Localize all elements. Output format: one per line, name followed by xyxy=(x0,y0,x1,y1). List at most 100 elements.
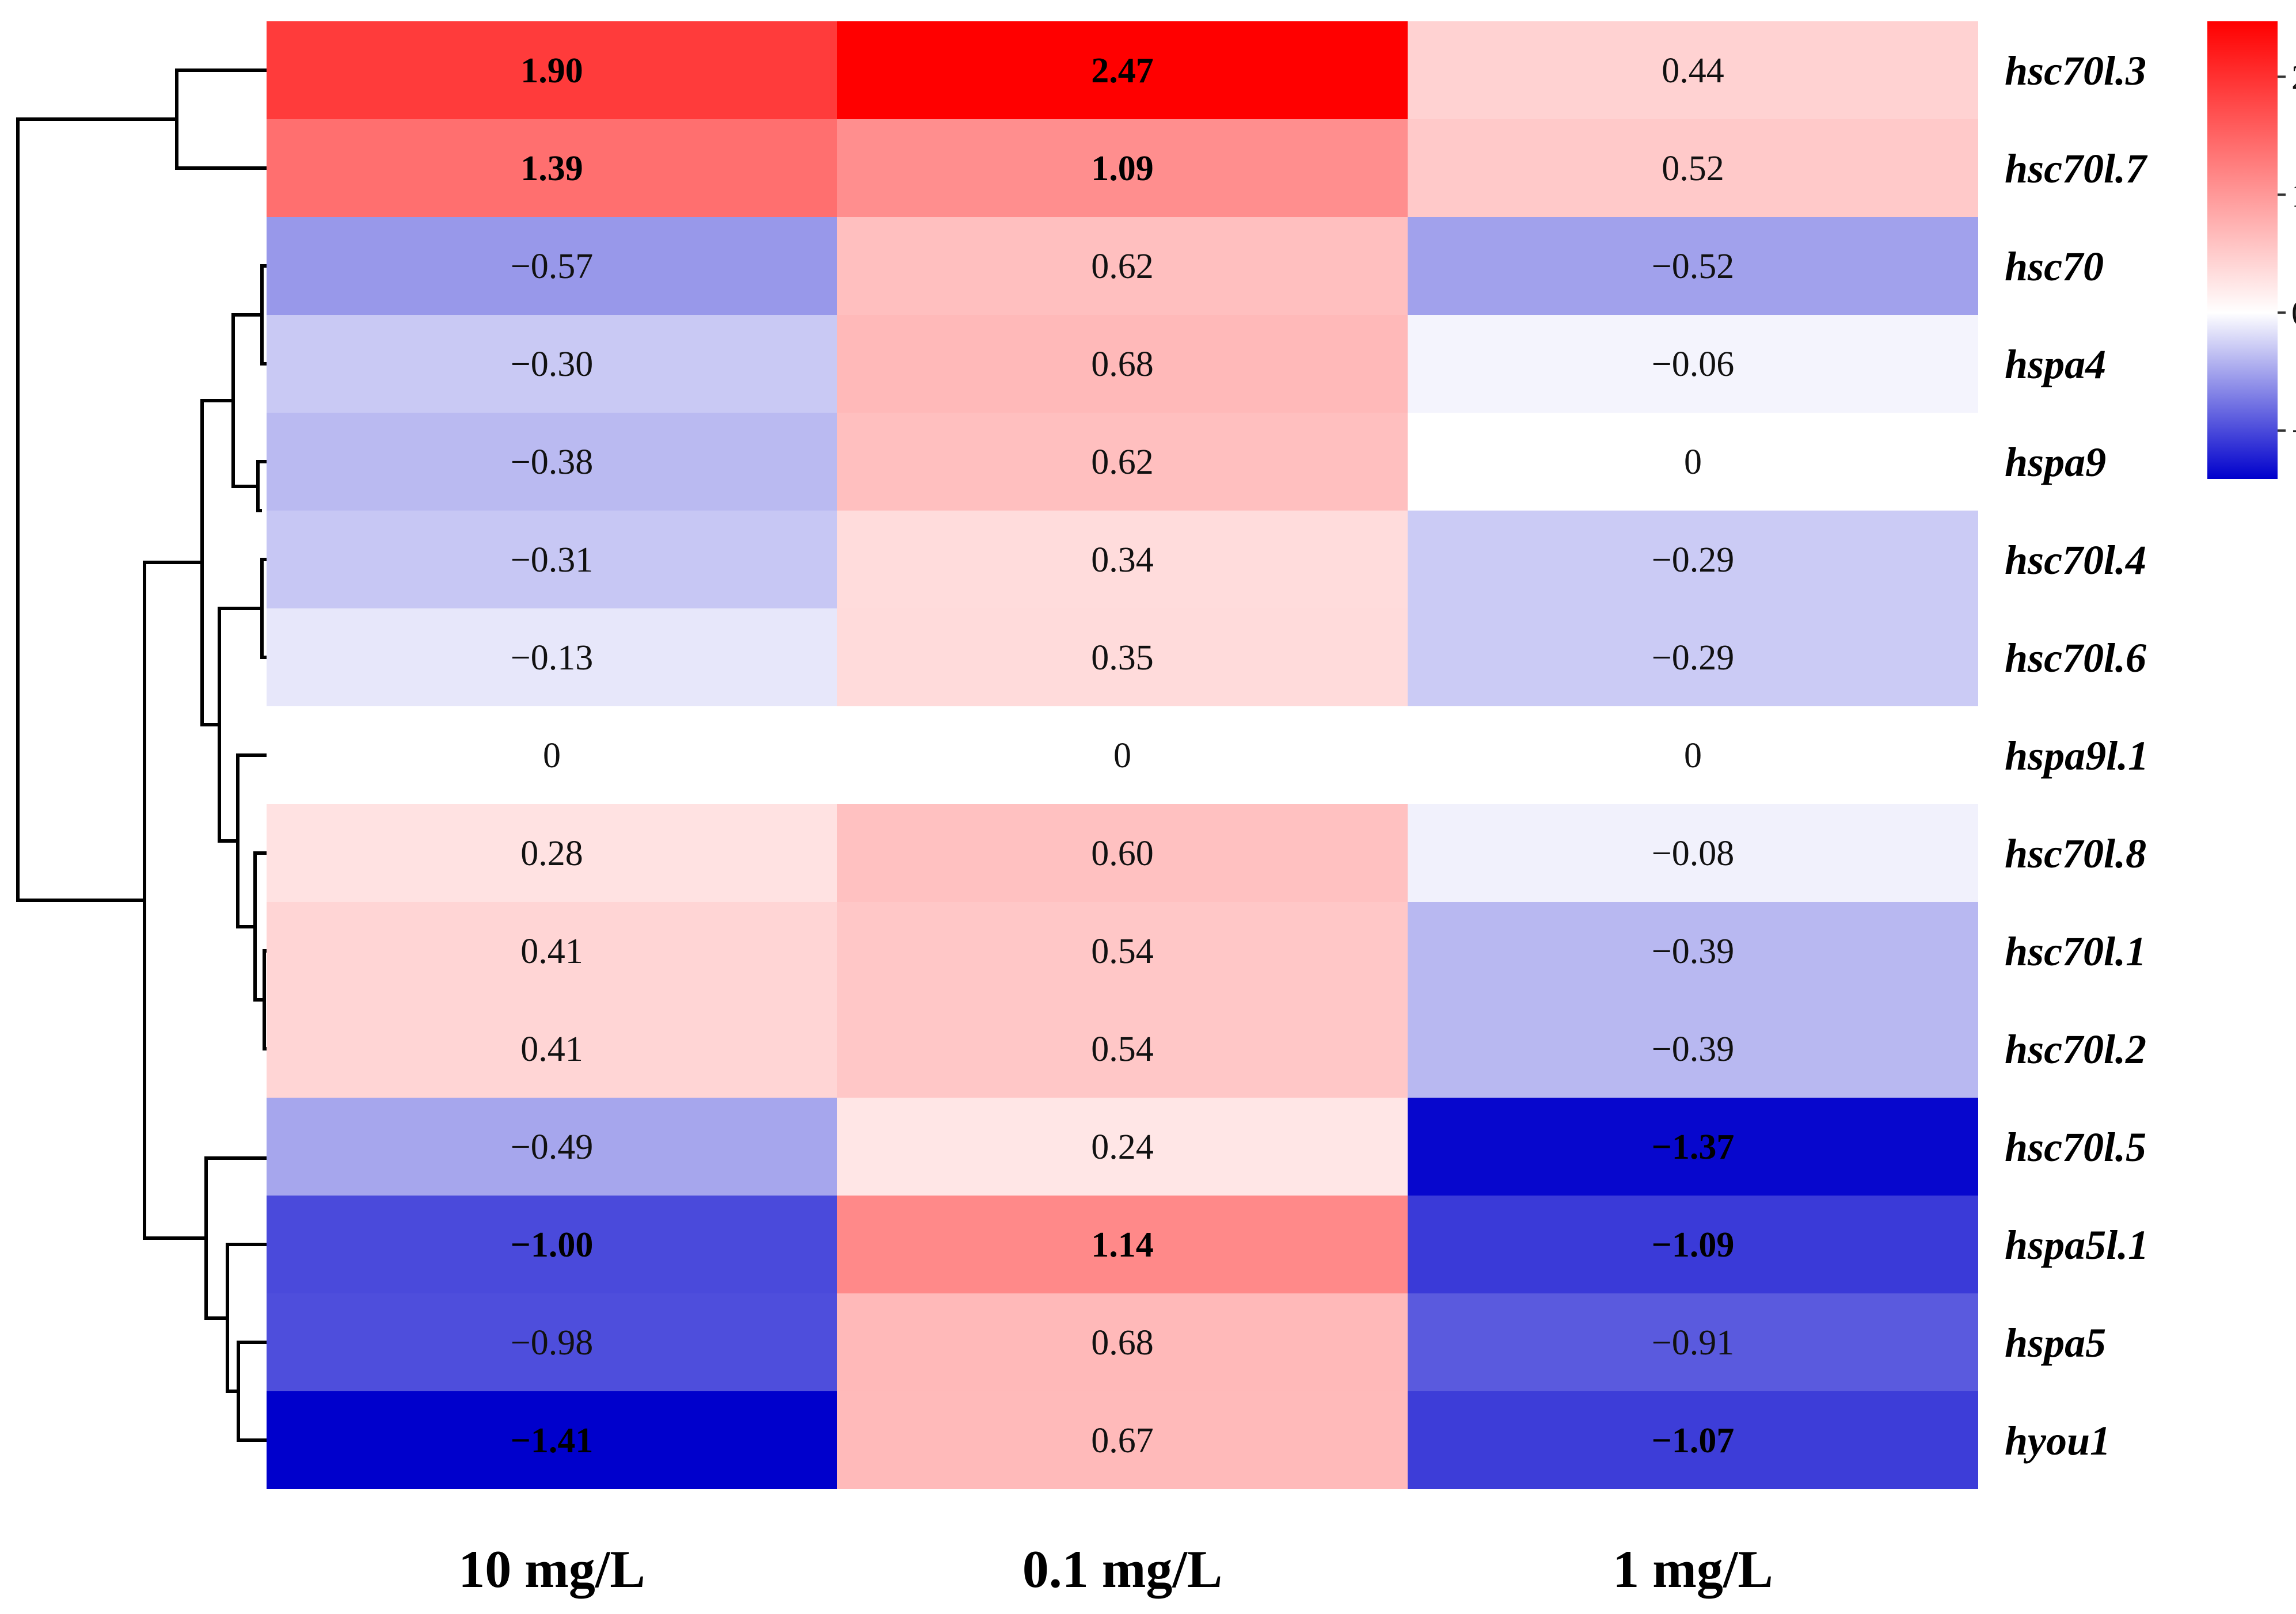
colorbar-tick-label: 1 xyxy=(2291,176,2296,214)
cell-value-label: 0.52 xyxy=(1662,149,1724,188)
cell-value-label: −1.09 xyxy=(1652,1225,1735,1265)
dendrogram-link xyxy=(16,117,177,902)
cell-hsc70l-4-10-mg-l xyxy=(267,511,837,608)
column-label-0-1-mg-l: 0.1 mg/L xyxy=(1022,1540,1223,1598)
cell-value-label: −0.57 xyxy=(511,247,593,286)
cell-hspa9l-1-10-mg-l xyxy=(267,706,837,804)
colorbar-tick-label: 2 xyxy=(2291,58,2296,96)
cell-value-label: 1.09 xyxy=(1091,149,1154,188)
cell-value-label: 0.62 xyxy=(1091,443,1154,482)
cell-hsc70l-1-10-mg-l xyxy=(267,902,837,1000)
cell-value-label: 0.67 xyxy=(1091,1421,1154,1460)
cell-value-label: −1.07 xyxy=(1652,1421,1735,1460)
cell-hspa5l-1-0-1-mg-l xyxy=(837,1196,1408,1293)
row-label-hsc70: hsc70 xyxy=(2005,243,2104,290)
cell-value-label: −0.52 xyxy=(1652,247,1734,286)
cell-hsc70l-2-10-mg-l xyxy=(267,1000,837,1098)
cell-hsc70l-8-10-mg-l xyxy=(267,804,837,902)
row-label-hsc70l-2: hsc70l.2 xyxy=(2005,1026,2146,1072)
column-labels: 10 mg/L 0.1 mg/L 1 mg/L xyxy=(458,1540,1773,1598)
cell-value-label: 0.35 xyxy=(1091,638,1154,677)
row-label-hspa5: hspa5 xyxy=(2005,1320,2106,1366)
cell-value-label: 0.28 xyxy=(520,834,583,873)
row-label-hyou1: hyou1 xyxy=(2005,1418,2111,1464)
cell-hsc70-1-mg-l xyxy=(1408,217,1978,315)
cell-hsc70-10-mg-l xyxy=(267,217,837,315)
cell-value-label: 0.34 xyxy=(1091,540,1154,580)
cell-hsc70l-7-0-1-mg-l xyxy=(837,119,1408,217)
column-label-10-mg-l: 10 mg/L xyxy=(458,1540,645,1598)
cell-hsc70l-5-0-1-mg-l xyxy=(837,1098,1408,1196)
dendrogram-link xyxy=(218,607,262,843)
colorbar-gradient xyxy=(2207,21,2278,479)
row-label-hsc70l-6: hsc70l.6 xyxy=(2005,635,2146,681)
row-labels: hsc70l.3 hsc70l.7 hsc70 hspa4 hspa9 hsc70l.4 h… xyxy=(2005,48,2149,1464)
row-label-hspa4: hspa4 xyxy=(2005,341,2106,387)
colorbar-tick-label: 0 xyxy=(2291,294,2296,332)
cell-hsc70l-3-10-mg-l xyxy=(267,21,837,119)
cell-hsc70l-5-10-mg-l xyxy=(267,1098,837,1196)
cell-hspa9l-1-1-mg-l xyxy=(1408,706,1978,804)
dendrogram-link xyxy=(236,753,267,928)
cell-value-label: −0.08 xyxy=(1652,834,1734,873)
row-label-hsc70l-1: hsc70l.1 xyxy=(2005,928,2146,975)
cell-value-label: −0.31 xyxy=(511,540,593,580)
cell-value-label: −0.06 xyxy=(1652,345,1734,384)
dendrogram-link xyxy=(256,460,267,512)
cell-hsc70l-6-1-mg-l xyxy=(1408,608,1978,706)
colorbar-legend: 2 1 0 −1 xyxy=(2207,21,2296,479)
row-label-hspa9l-1: hspa9l.1 xyxy=(2005,733,2149,779)
cell-value-label: 0.44 xyxy=(1662,51,1724,90)
cell-hsc70-0-1-mg-l xyxy=(837,217,1408,315)
heatmap-cells: 1.90 2.47 0.44 1.39 1.09 0.52 −0.57 0.62 −0.52 −0… xyxy=(267,21,1978,1489)
dendrogram-link xyxy=(263,949,267,1050)
cell-hsc70l-6-10-mg-l xyxy=(267,608,837,706)
cell-value-label: 0.54 xyxy=(1091,1030,1154,1069)
dendrogram-link xyxy=(237,1341,267,1442)
cell-value-label: 0 xyxy=(1684,736,1702,775)
cell-hsc70l-8-0-1-mg-l xyxy=(837,804,1408,902)
cell-value-label: 1.14 xyxy=(1091,1225,1154,1265)
cell-value-label: −0.98 xyxy=(511,1323,593,1362)
cell-hsc70l-4-0-1-mg-l xyxy=(837,511,1408,608)
cell-hsc70l-3-1-mg-l xyxy=(1408,21,1978,119)
column-label-1-mg-l: 1 mg/L xyxy=(1613,1540,1773,1598)
cell-hspa5-10-mg-l xyxy=(267,1293,837,1391)
cell-hsc70l-7-10-mg-l xyxy=(267,119,837,217)
colorbar-tick-label: −1 xyxy=(2291,412,2296,450)
cell-value-label: 2.47 xyxy=(1091,51,1154,90)
row-label-hspa5l-1: hspa5l.1 xyxy=(2005,1222,2149,1268)
cell-value-label: 0.41 xyxy=(520,1030,583,1069)
row-label-hsc70l-5: hsc70l.5 xyxy=(2005,1124,2146,1170)
cell-value-label: −0.91 xyxy=(1652,1323,1734,1362)
dendrogram-link xyxy=(204,1156,267,1320)
cell-hspa9-1-mg-l xyxy=(1408,413,1978,511)
cell-value-label: 0.68 xyxy=(1091,345,1154,384)
cell-value-label: −1.37 xyxy=(1652,1128,1735,1167)
cell-value-label: −0.30 xyxy=(511,345,593,384)
cell-hsc70l-7-1-mg-l xyxy=(1408,119,1978,217)
cell-hspa5l-1-10-mg-l xyxy=(267,1196,837,1293)
cell-value-label: 0 xyxy=(543,736,561,775)
cell-hsc70l-6-0-1-mg-l xyxy=(837,608,1408,706)
cell-value-label: 1.39 xyxy=(520,149,583,188)
row-dendrogram xyxy=(16,68,267,1442)
cell-hsc70l-2-0-1-mg-l xyxy=(837,1000,1408,1098)
cell-value-label: 1.90 xyxy=(520,51,583,90)
cell-hyou1-0-1-mg-l xyxy=(837,1391,1408,1489)
cell-hspa4-0-1-mg-l xyxy=(837,315,1408,413)
dendrogram-link xyxy=(260,264,267,366)
cell-value-label: 0.68 xyxy=(1091,1323,1154,1362)
cell-value-label: −0.13 xyxy=(511,638,593,677)
dendrogram-link xyxy=(143,561,206,1240)
cell-value-label: −0.39 xyxy=(1652,932,1734,971)
row-label-hsc70l-3: hsc70l.3 xyxy=(2005,48,2146,94)
cell-value-label: 0.41 xyxy=(520,932,583,971)
cell-value-label: 0.62 xyxy=(1091,247,1154,286)
cell-hsc70l-1-0-1-mg-l xyxy=(837,902,1408,1000)
dendrogram-link xyxy=(226,1243,267,1393)
dendrogram-link xyxy=(175,68,267,170)
row-label-hsc70l-8: hsc70l.8 xyxy=(2005,831,2146,877)
cell-value-label: −1.00 xyxy=(511,1225,594,1265)
